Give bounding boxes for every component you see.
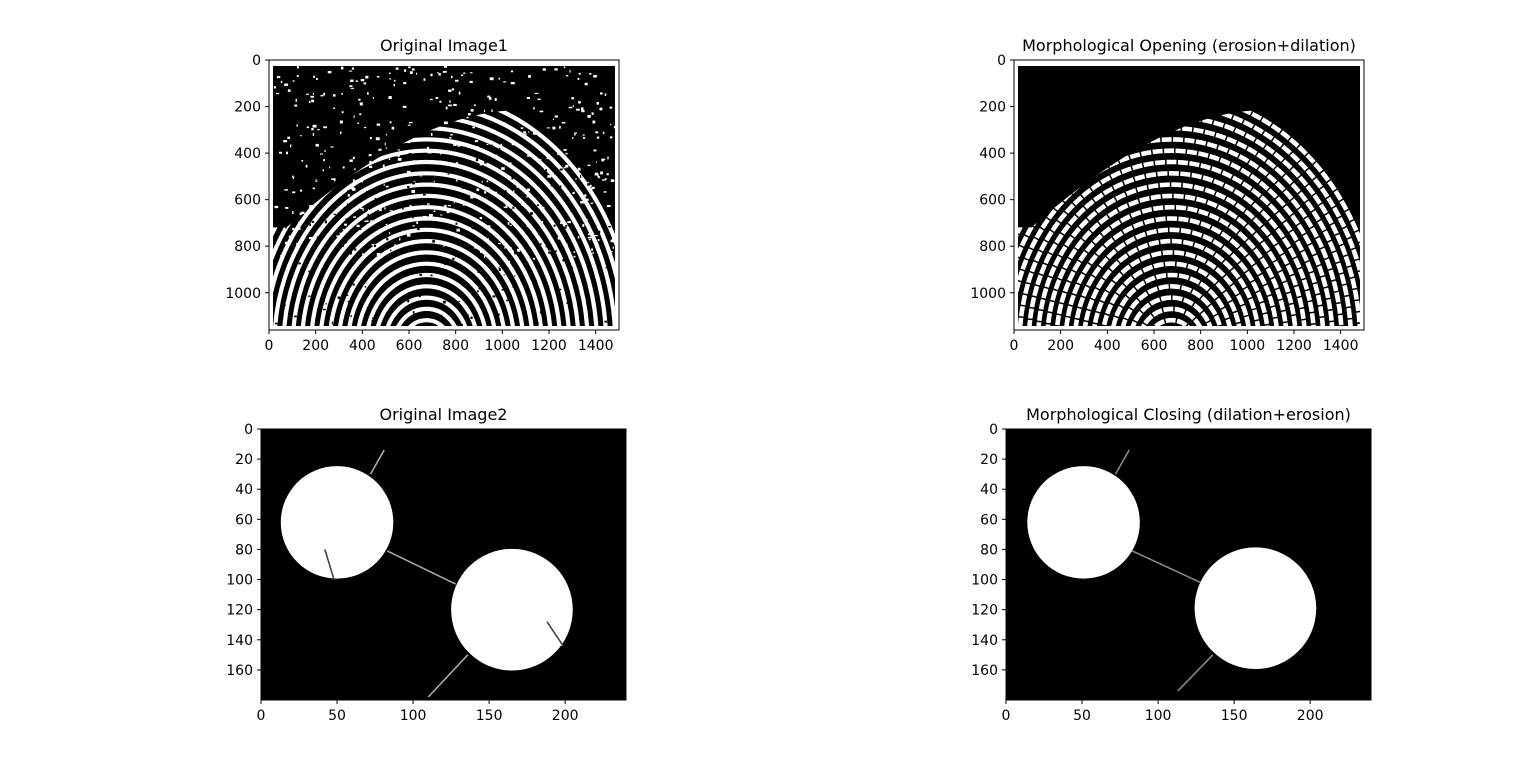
- x-tick-label: 100: [1145, 708, 1172, 724]
- y-tick-label: 200: [234, 100, 261, 116]
- subplot-4: Morphological Closing (dilation+erosion)…: [971, 405, 1372, 724]
- axes-frame: [1005, 428, 1372, 701]
- x-tick-label: 600: [396, 338, 423, 354]
- y-tick-label: 200: [979, 100, 1006, 116]
- fingerprint-ridges: [273, 66, 615, 326]
- y-tick-label: 20: [235, 452, 253, 468]
- x-tick-label: 600: [1141, 338, 1168, 354]
- subplot-3: Original Image2 0 50 100 150 200 0 20 40 60 80 100 1…: [226, 405, 627, 724]
- y-tick-label: 80: [980, 542, 998, 558]
- white-circle: [280, 466, 394, 579]
- x-tick-label: 0: [1010, 338, 1019, 354]
- y-tick-label: 40: [235, 482, 253, 498]
- subplot-1: Original Image1 0 200 400 600 800 1000 1200 1400…: [225, 36, 620, 354]
- line-segment: [1177, 654, 1214, 692]
- axes-frame: [268, 59, 620, 331]
- y-tick-label: 400: [979, 146, 1006, 162]
- y-tick-label: 0: [989, 422, 998, 438]
- y-tick-label: 0: [244, 422, 253, 438]
- line-segment: [386, 550, 457, 585]
- x-tick-label: 400: [1094, 338, 1121, 354]
- y-tick-label: 400: [234, 146, 261, 162]
- subplot-title: Morphological Opening (erosion+dilation): [1022, 36, 1356, 55]
- line-segment: [427, 654, 469, 698]
- axes-frame: [260, 428, 627, 701]
- y-tick-label: 60: [980, 512, 998, 528]
- white-circle: [1027, 466, 1140, 579]
- x-tick-label: 200: [302, 338, 329, 354]
- subplot-2: Morphological Opening (erosion+dilation)…: [970, 36, 1365, 354]
- y-tick-label: 120: [971, 603, 998, 619]
- white-circle: [1194, 547, 1317, 669]
- x-tick-label: 200: [552, 708, 579, 724]
- y-tick-label: 800: [979, 239, 1006, 255]
- y-tick-label: 600: [234, 193, 261, 209]
- subplot-title: Morphological Closing (dilation+erosion): [1026, 405, 1351, 424]
- y-tick-label: 140: [226, 633, 253, 649]
- y-tick-label: 100: [226, 573, 253, 589]
- x-tick-label: 1200: [531, 338, 567, 354]
- y-tick-label: 1000: [970, 286, 1006, 302]
- y-tick-label: 140: [971, 633, 998, 649]
- x-tick-label: 200: [1297, 708, 1324, 724]
- y-tick-label: 60: [235, 512, 253, 528]
- axes-frame: [1013, 59, 1365, 331]
- x-tick-label: 1000: [485, 338, 521, 354]
- subplot-title: Original Image2: [380, 405, 508, 424]
- x-tick-label: 200: [1047, 338, 1074, 354]
- x-tick-label: 800: [442, 338, 469, 354]
- x-tick-label: 1400: [578, 338, 614, 354]
- subplot-title: Original Image1: [380, 36, 508, 55]
- y-tick-label: 120: [226, 603, 253, 619]
- x-tick-label: 150: [1221, 708, 1248, 724]
- line-segment: [1131, 550, 1202, 584]
- y-tick-label: 40: [980, 482, 998, 498]
- x-tick-label: 1200: [1276, 338, 1312, 354]
- x-tick-label: 800: [1187, 338, 1214, 354]
- y-tick-label: 100: [971, 573, 998, 589]
- x-tick-label: 0: [1002, 708, 1011, 724]
- y-tick-label: 800: [234, 239, 261, 255]
- y-tick-label: 20: [980, 452, 998, 468]
- y-tick-label: 160: [971, 663, 998, 679]
- line-segment: [369, 449, 385, 475]
- y-tick-label: 0: [997, 53, 1006, 69]
- line-segment: [546, 621, 563, 645]
- x-tick-label: 0: [257, 708, 266, 724]
- x-tick-label: 100: [400, 708, 427, 724]
- x-tick-label: 0: [265, 338, 274, 354]
- x-tick-label: 150: [476, 708, 503, 724]
- y-tick-label: 1000: [225, 286, 261, 302]
- white-circle: [451, 548, 573, 671]
- y-tick-label: 0: [252, 53, 261, 69]
- y-tick-label: 80: [235, 542, 253, 558]
- x-tick-label: 1400: [1323, 338, 1359, 354]
- line-segment: [1114, 449, 1130, 475]
- line-segment: [324, 549, 335, 580]
- x-tick-label: 50: [328, 708, 346, 724]
- x-tick-label: 400: [349, 338, 376, 354]
- fingerprint-ridges: [1018, 66, 1360, 326]
- x-tick-label: 50: [1073, 708, 1091, 724]
- y-tick-label: 600: [979, 193, 1006, 209]
- x-tick-label: 1000: [1230, 338, 1266, 354]
- y-tick-label: 160: [226, 663, 253, 679]
